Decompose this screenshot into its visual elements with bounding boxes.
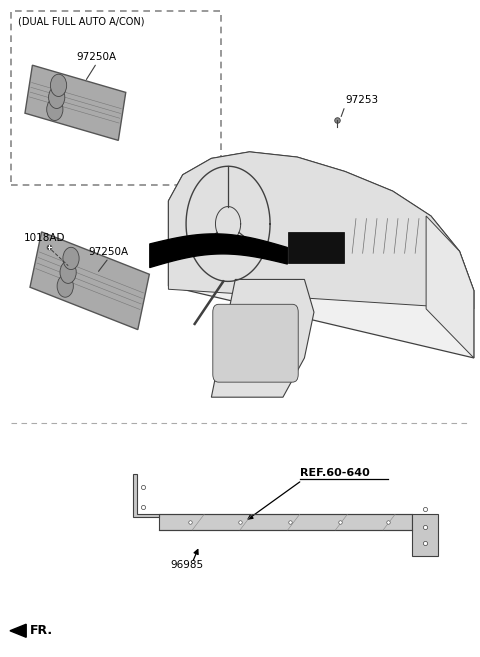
Polygon shape [10,624,26,637]
Circle shape [47,99,63,120]
FancyBboxPatch shape [159,514,412,530]
Text: 96985: 96985 [171,560,204,570]
Text: 1018AD: 1018AD [24,233,66,243]
Circle shape [50,74,67,97]
Text: REF.60-640: REF.60-640 [300,468,370,478]
Polygon shape [132,474,159,517]
Polygon shape [30,232,149,330]
Text: 97253: 97253 [345,95,378,104]
FancyBboxPatch shape [213,304,298,382]
Polygon shape [168,152,474,358]
Text: FR.: FR. [30,624,53,637]
FancyBboxPatch shape [11,11,221,185]
Text: (DUAL FULL AUTO A/CON): (DUAL FULL AUTO A/CON) [18,16,144,26]
Circle shape [60,261,76,283]
Polygon shape [426,216,474,358]
Circle shape [63,247,79,269]
Circle shape [48,86,65,108]
Polygon shape [168,152,474,309]
Polygon shape [211,279,314,397]
FancyBboxPatch shape [288,232,344,263]
Circle shape [57,275,73,297]
Text: 97250A: 97250A [89,246,129,256]
Polygon shape [412,514,438,556]
Text: 97250A: 97250A [77,52,117,62]
Polygon shape [25,65,126,141]
